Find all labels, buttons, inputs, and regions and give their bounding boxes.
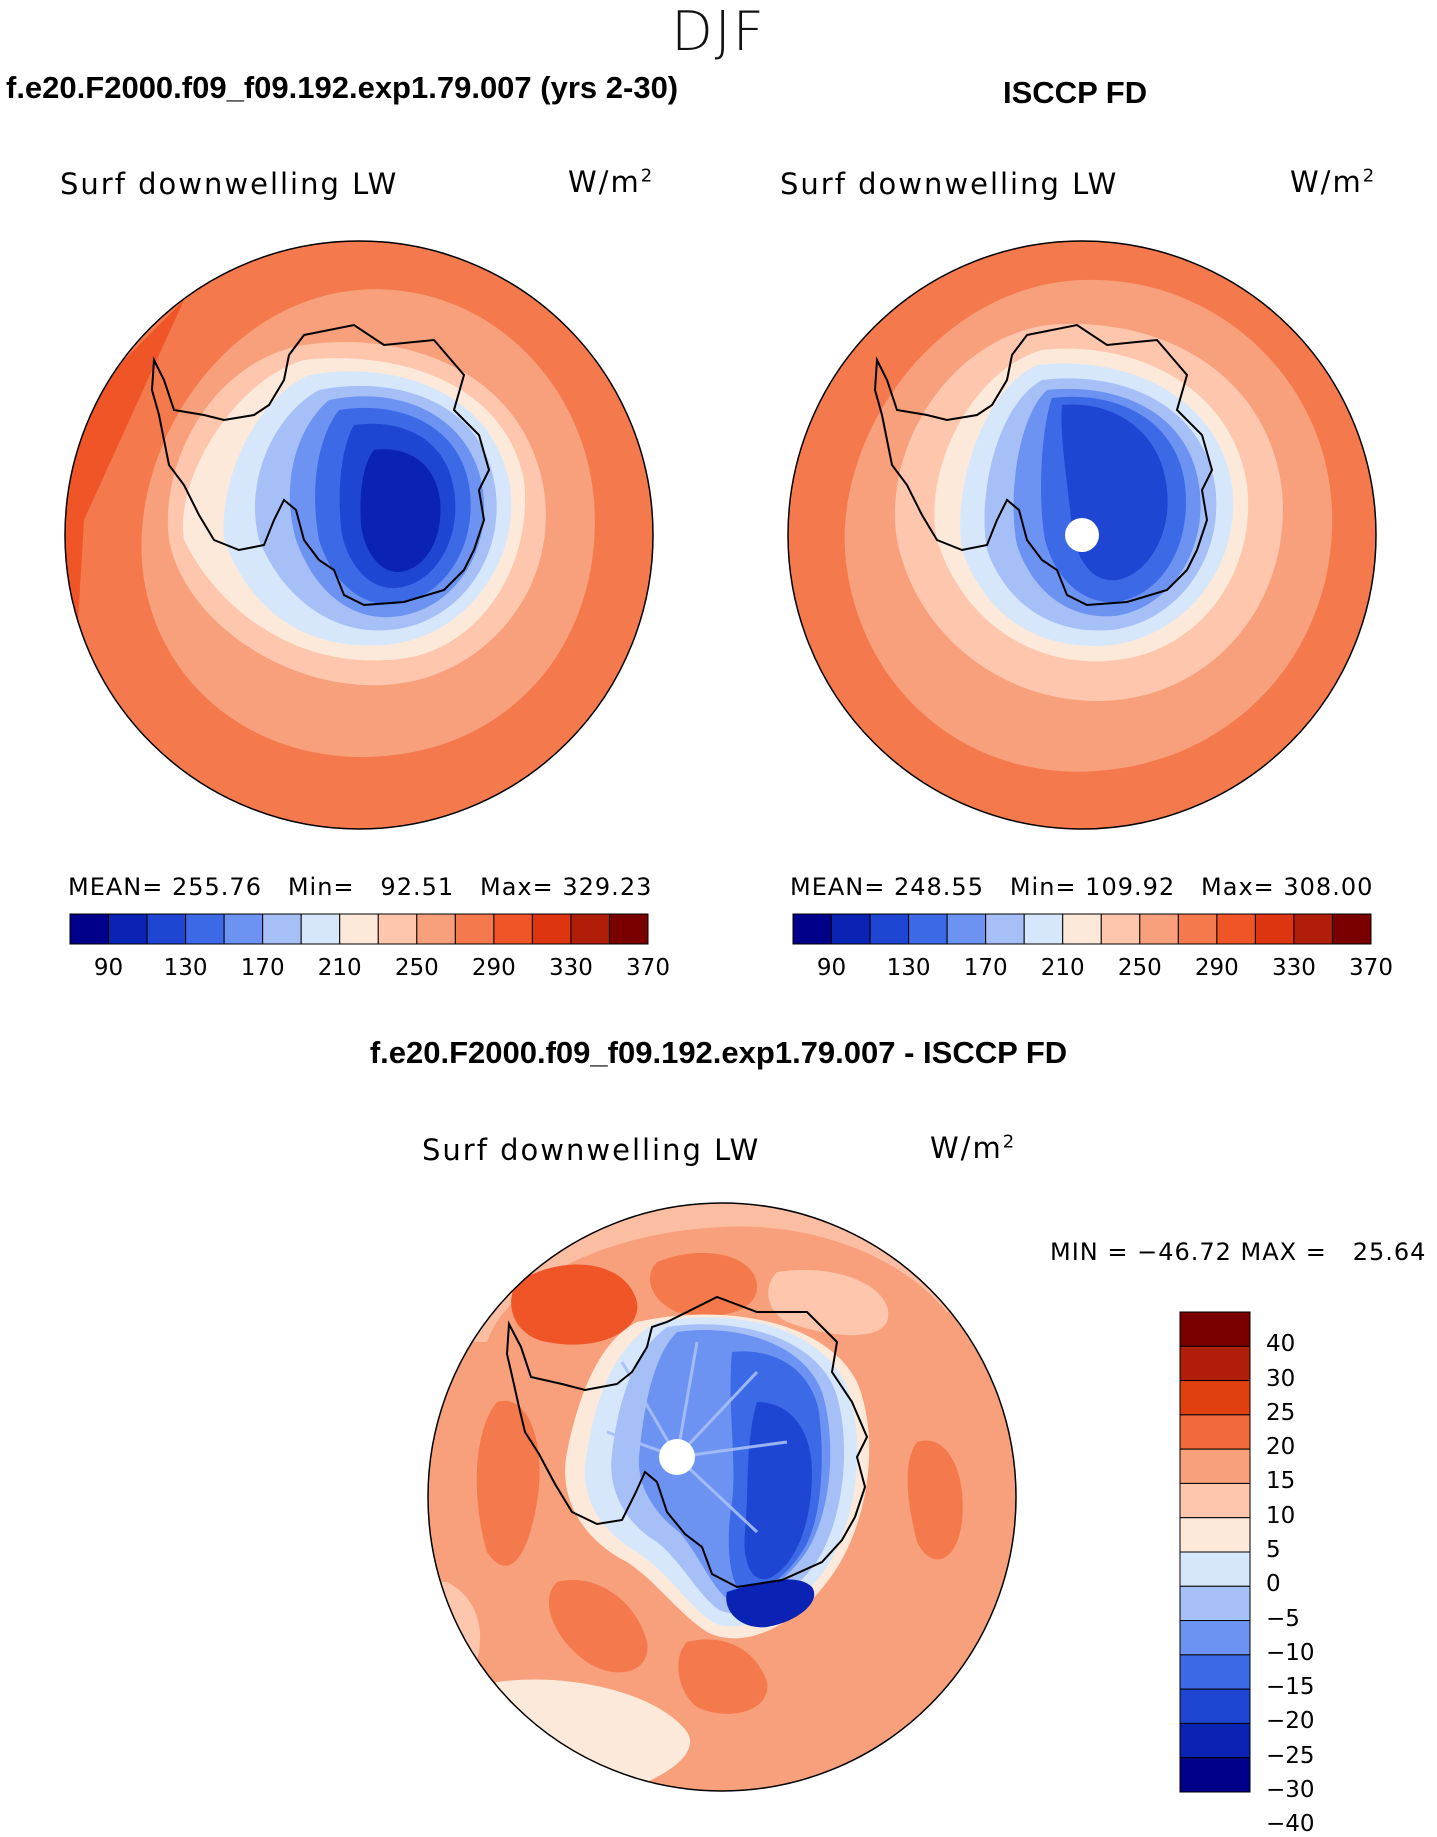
diff-variable-label: Surf downwelling LW [422,1133,761,1167]
colorbar-swatch [146,913,187,945]
colorbar-swatch [792,913,833,945]
colorbar-swatch [1179,1414,1251,1450]
colorbar-swatch [416,913,456,945]
colorbar-swatch [377,913,418,945]
colorbar-tick-label: 25 [1266,1399,1296,1426]
colorbar-tick-label: 210 [317,955,362,981]
colorbar-swatch [1062,913,1102,945]
colorbar-swatch [570,913,610,945]
colorbar-swatch [1179,1757,1251,1793]
colorbar-swatch [908,913,948,945]
model-stats: MEAN= 255.76 Min= 92.51 Max= 329.23 [68,873,653,901]
colorbar-swatch [1179,1517,1251,1553]
diff-stats: MIN = −46.72 MAX = 25.64 [1050,1238,1427,1266]
diff-colorbar-ticks: 40 30 25 20 15 10 5 0 −5 −10 −15 −20 −25 −30 −40 [1266,1312,1386,1837]
colorbar-tick-label: −40 [1266,1811,1315,1837]
colorbar-tick-label: 90 [93,955,124,981]
colorbar-swatch [1216,913,1256,945]
colorbar-tick-label: 370 [626,955,670,981]
colorbar-tick-label: 5 [1266,1537,1281,1563]
obs-units-label: W/m2 [1290,165,1377,199]
colorbar-tick-label: 90 [816,955,847,981]
colorbar-tick-label: 370 [1349,955,1393,981]
colorbar-tick-label: −25 [1266,1742,1315,1769]
colorbar-swatch [185,913,225,945]
colorbar-tick-label: −30 [1266,1777,1315,1803]
colorbar-tick-label: −10 [1266,1639,1315,1666]
colorbar-tick-label: 40 [1266,1331,1296,1358]
colorbar-swatch [339,913,379,945]
colorbar-tick-label: 290 [471,955,516,981]
diff-polar-map [427,1202,1017,1792]
colorbar-tick-label: 10 [1266,1502,1296,1529]
colorbar-swatch [985,913,1025,945]
colorbar-swatch [223,913,264,945]
colorbar-tick-label: 250 [394,955,439,981]
model-panel-title: f.e20.F2000.f09_f09.192.exp1.79.007 (yrs… [6,70,679,105]
colorbar-tick-label: 170 [963,955,1008,981]
colorbar-swatch [1331,913,1372,945]
colorbar-swatch [608,913,649,945]
diff-colorbar [1179,1311,1251,1793]
colorbar-tick-label: 30 [1266,1365,1296,1392]
diff-units-label: W/m2 [930,1131,1017,1165]
colorbar-swatch [1179,1311,1251,1347]
colorbar-swatch [454,913,495,945]
colorbar-swatch [869,913,910,945]
colorbar-swatch [1179,1722,1251,1759]
colorbar-swatch [1023,913,1064,945]
colorbar-swatch [1100,913,1141,945]
colorbar-tick-label: 330 [548,955,593,981]
colorbar-tick-label: 20 [1266,1434,1296,1461]
colorbar-swatch [1254,913,1295,945]
colorbar-swatch [108,913,148,945]
colorbar-swatch [1179,1688,1251,1724]
obs-variable-label: Surf downwelling LW [780,167,1119,201]
colorbar-tick-label: 130 [163,955,208,981]
obs-panel-title: ISCCP FD [1003,75,1148,110]
colorbar-tick-label: −20 [1266,1708,1315,1735]
colorbar-swatch [531,913,572,945]
colorbar-swatch [1293,913,1333,945]
obs-colorbar-ticks: 90 130 170 210 250 290 330 370 [793,955,1393,985]
colorbar-swatch [831,913,871,945]
model-colorbar-ticks: 90 130 170 210 250 290 330 370 [70,955,670,985]
model-polar-map [64,240,654,830]
colorbar-swatch [1179,1448,1251,1484]
model-variable-label: Surf downwelling LW [60,167,399,201]
colorbar-swatch [493,913,533,945]
colorbar-swatch [946,913,987,945]
colorbar-swatch [1179,1380,1251,1416]
colorbar-tick-label: 250 [1117,955,1162,981]
colorbar-swatch [1179,1345,1251,1382]
obs-stats: MEAN= 248.55 Min= 109.92 Max= 308.00 [790,873,1374,901]
colorbar-swatch [1179,1585,1251,1622]
colorbar-swatch [1179,1620,1251,1656]
colorbar-swatch [1139,913,1179,945]
colorbar-swatch [1179,1654,1251,1690]
colorbar-tick-label: 290 [1194,955,1239,981]
model-colorbar [69,913,649,945]
colorbar-swatch [262,913,302,945]
colorbar-tick-label: 130 [886,955,931,981]
colorbar-swatch [1179,1482,1251,1519]
colorbar-tick-label: 170 [240,955,285,981]
colorbar-tick-label: −15 [1266,1674,1315,1701]
obs-colorbar [792,913,1372,945]
colorbar-tick-label: 0 [1266,1571,1281,1598]
colorbar-tick-label: 210 [1040,955,1085,981]
colorbar-swatch [1179,1551,1251,1587]
colorbar-tick-label: −5 [1266,1605,1300,1632]
season-title: DJF [671,0,766,63]
colorbar-swatch [1177,913,1218,945]
colorbar-tick-label: 15 [1266,1468,1296,1495]
diff-panel-title: f.e20.F2000.f09_f09.192.exp1.79.007 - IS… [369,1035,1068,1070]
colorbar-tick-label: 330 [1271,955,1316,981]
obs-polar-map [787,240,1377,830]
model-units-label: W/m2 [568,165,655,199]
colorbar-swatch [300,913,341,945]
colorbar-swatch [69,913,110,945]
